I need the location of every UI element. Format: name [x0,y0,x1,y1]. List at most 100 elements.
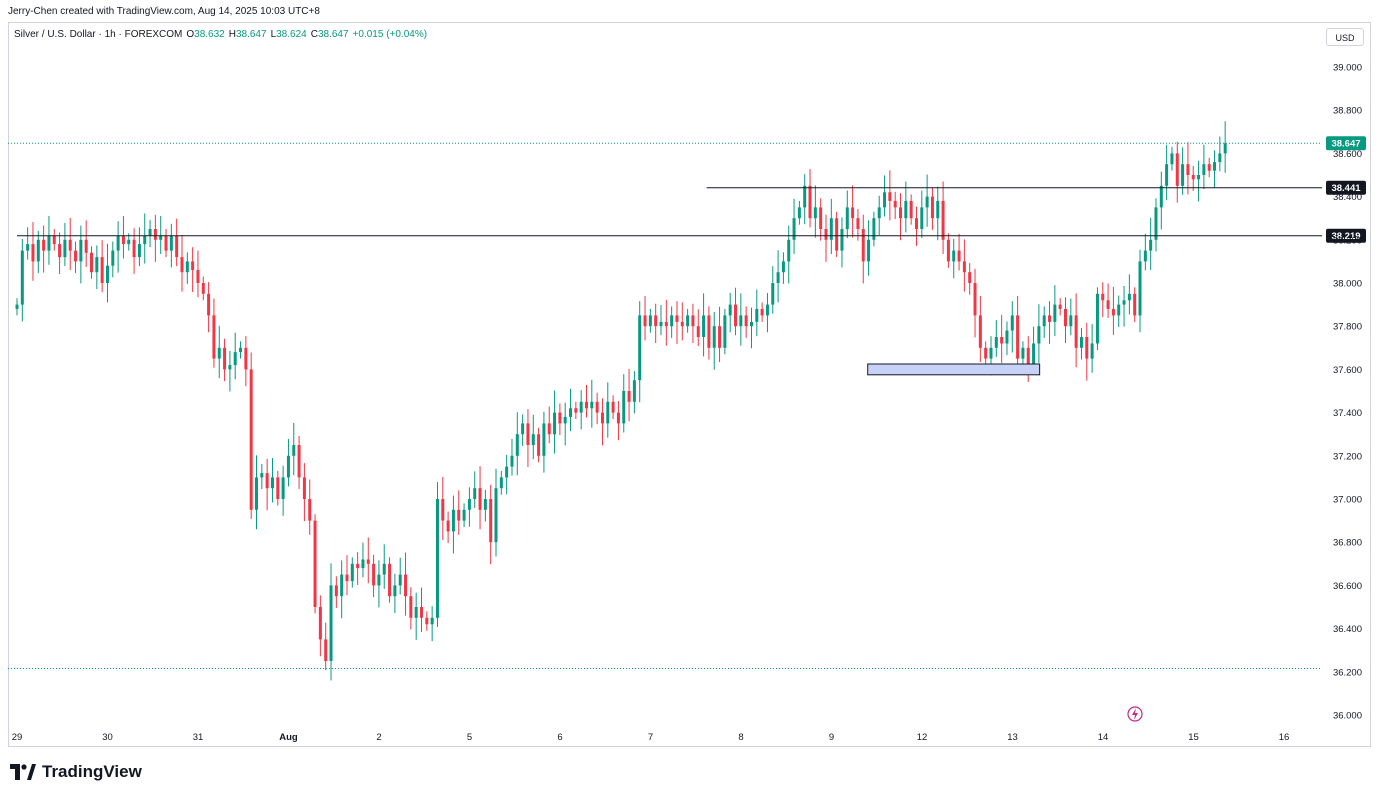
time-tick-label: 15 [1188,732,1199,743]
candle-body [212,315,216,359]
candle-body [36,239,40,262]
candle-body [473,488,477,499]
price-tick-label: 36.800 [1333,538,1362,549]
candle-body [260,473,264,478]
candle-body [462,509,466,521]
candle-body [648,315,652,327]
alert-bolt-glyph [1132,708,1138,720]
candle-body [1218,153,1222,163]
price-tick-label: 38.400 [1333,192,1362,203]
last-price-label: 38.647 [1331,139,1360,150]
candle-body [819,207,823,229]
last-price-tag [1326,136,1366,151]
candle-body [638,315,642,381]
candle-body [63,239,67,258]
candle-body [920,207,924,229]
candle-body [595,401,599,413]
time-tick-label: 8 [738,732,743,743]
candle-body [851,207,855,219]
candle-body [994,337,998,348]
candle-body [196,270,200,283]
candle-body [829,218,833,240]
level-price-tag [1326,180,1366,195]
candle-body [521,423,525,435]
candle-body [755,308,759,322]
candle-body [611,401,615,413]
candle-body [393,585,397,597]
time-tick-label: 2 [376,732,381,743]
candle-body [856,218,860,229]
candle-body [803,185,807,208]
candle-body [1111,308,1115,316]
candle-body [1074,315,1078,348]
candle-body [1106,300,1110,309]
candle-body [941,200,945,240]
candle-body [526,423,530,445]
price-tick-label: 38.200 [1333,235,1362,246]
support-zone [867,363,1041,376]
candle-body [1037,326,1041,344]
candle-body [1122,300,1126,305]
candle-body [579,401,583,413]
candle-body [1010,315,1014,331]
candle-body [707,315,711,348]
candle-body [1175,153,1179,186]
candle-body [547,423,551,435]
candle-body [185,261,189,273]
candle-body [121,235,125,245]
candle-body [622,391,626,424]
candle-body [1021,347,1025,359]
candle-body [712,326,716,348]
price-tick-label: 38.600 [1333,149,1362,160]
candle-body [686,315,690,327]
candle-body [930,196,934,219]
open-label: O [186,29,195,40]
candle-body [68,239,72,251]
candle-body [334,585,338,597]
candle-body [515,434,519,456]
candle-body [888,192,892,201]
time-tick-label: 12 [917,732,928,743]
candle-body [1223,143,1227,154]
candle-body [584,401,588,409]
candle-body [872,218,876,240]
price-tick-label: 38.000 [1333,279,1362,290]
price-tick-label: 36.200 [1333,667,1362,678]
high-label: H [228,29,236,40]
candle-body [414,607,418,618]
time-tick-label: 5 [467,732,472,743]
candle-body [302,477,306,499]
candle-body [1143,250,1147,262]
candle-body [90,252,94,273]
candle-body [159,235,163,240]
candle-body [542,423,546,456]
tradingview-logo[interactable]: TradingView [10,762,142,782]
candle-body [728,304,732,316]
candle-body [286,455,290,478]
candle-body [899,207,903,219]
candle-body [749,321,753,327]
candle-body [883,192,887,208]
candle-body [702,315,706,337]
candle-body [659,321,663,327]
candle-body [483,499,487,510]
chart-attribution: Jerry-Chen created with TradingView.com,… [8,6,320,17]
candle-body [680,321,684,327]
tradingview-logo-icon [10,764,36,780]
candle-body [1064,308,1068,327]
candle-body [616,412,620,424]
candle-body [1032,343,1036,366]
candle-body [180,257,184,273]
candle-body [20,250,24,305]
candle-body [1213,162,1217,171]
candle-body [281,477,285,499]
candle-body [973,283,977,316]
price-tick-label: 37.800 [1333,322,1362,333]
candle-body [904,200,908,219]
candle-body [739,315,743,327]
candle-body [255,477,259,510]
candle-body [308,499,312,521]
candle-body [207,293,211,316]
currency-button[interactable]: USD [1326,28,1364,46]
